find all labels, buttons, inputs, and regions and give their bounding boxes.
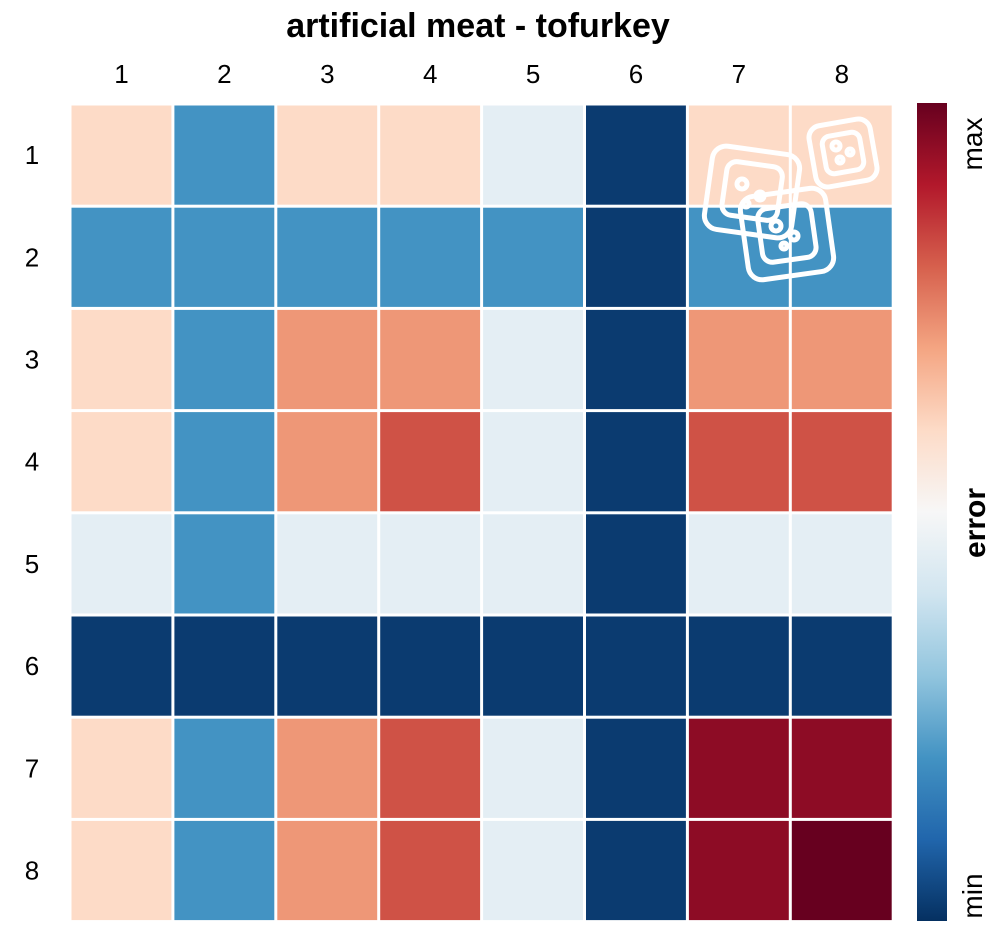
heatmap-cell-r4-c6 [586, 412, 686, 512]
heatmap-cell-r2-c4 [380, 207, 481, 307]
heatmap-cell-r4-c5 [483, 412, 583, 512]
y-tick-label: 4 [25, 447, 39, 477]
heatmap-cell-r6-c1 [71, 616, 172, 716]
y-tick-label: 3 [25, 345, 39, 375]
y-tick-label: 8 [25, 856, 39, 886]
heatmap-cells [71, 105, 892, 921]
heatmap-cell-r3-c6 [586, 309, 686, 410]
heatmap-cell-r5-c2 [174, 514, 275, 614]
tofu-cubes-icon [701, 116, 880, 283]
y-tick-label: 7 [25, 753, 39, 783]
y-tick-label: 6 [25, 651, 39, 681]
heatmap-cell-r8-c2 [174, 820, 275, 921]
heatmap-cell-r1-c5 [483, 105, 583, 205]
heatmap-cell-r7-c3 [277, 718, 378, 818]
colorbar-gradient [917, 103, 947, 921]
x-tick-label: 3 [320, 59, 334, 89]
colorbar-min-label: min [957, 873, 988, 918]
heatmap-cell-r2-c5 [483, 207, 583, 307]
heatmap-cell-r3-c4 [380, 309, 481, 410]
heatmap-cell-r4-c4 [380, 412, 481, 512]
heatmap-cell-r4-c8 [791, 412, 892, 512]
heatmap-cell-r5-c5 [483, 514, 583, 614]
heatmap-cell-r1-c1 [71, 105, 172, 205]
y-tick-labels: 1 2 3 4 5 6 7 8 [25, 140, 39, 885]
heatmap-cell-r5-c8 [791, 514, 892, 614]
heatmap-cell-r8-c5 [483, 820, 583, 921]
heatmap-cell-r5-c3 [277, 514, 378, 614]
heatmap-cell-r8-c1 [71, 820, 172, 921]
heatmap-cell-r4-c3 [277, 412, 378, 512]
x-tick-label: 8 [835, 59, 849, 89]
heatmap-cell-r3-c7 [688, 309, 789, 410]
heatmap-cell-r2-c2 [174, 207, 275, 307]
heatmap-cell-r2-c3 [277, 207, 378, 307]
heatmap-cell-r5-c1 [71, 514, 172, 614]
heatmap-cell-r8-c6 [586, 820, 686, 921]
x-tick-label: 6 [629, 59, 643, 89]
heatmap-cell-r3-c1 [71, 309, 172, 410]
heatmap-cell-r4-c7 [688, 412, 789, 512]
heatmap-cell-r6-c8 [791, 616, 892, 716]
heatmap-cell-r6-c3 [277, 616, 378, 716]
x-tick-label: 5 [526, 59, 540, 89]
heatmap-cell-r2-c6 [586, 207, 686, 307]
heatmap-cell-r7-c4 [380, 718, 481, 818]
y-tick-label: 1 [25, 140, 39, 170]
heatmap-cell-r8-c8 [791, 820, 892, 921]
heatmap-cell-r8-c3 [277, 820, 378, 921]
y-tick-label: 5 [25, 549, 39, 579]
heatmap-cell-r3-c5 [483, 309, 583, 410]
heatmap-cell-r6-c2 [174, 616, 275, 716]
heatmap-cell-r8-c7 [688, 820, 789, 921]
heatmap-cell-r7-c8 [791, 718, 892, 818]
heatmap-cell-r3-c3 [277, 309, 378, 410]
colorbar: min max error [917, 103, 992, 921]
colorbar-max-label: max [957, 118, 988, 171]
heatmap-cell-r1-c6 [586, 105, 686, 205]
heatmap-cell-r2-c1 [71, 207, 172, 307]
heatmap-cell-r5-c7 [688, 514, 789, 614]
heatmap-cell-r4-c2 [174, 412, 275, 512]
x-tick-label: 2 [217, 59, 231, 89]
x-tick-labels: 1 2 3 4 5 6 7 8 [114, 59, 849, 89]
heatmap-cell-r7-c5 [483, 718, 583, 818]
x-tick-label: 4 [423, 59, 437, 89]
heatmap-cell-r6-c7 [688, 616, 789, 716]
heatmap-cell-r6-c6 [586, 616, 686, 716]
heatmap-cell-r5-c4 [380, 514, 481, 614]
x-tick-label: 1 [114, 59, 128, 89]
heatmap-cell-r3-c8 [791, 309, 892, 410]
heatmap-cell-r6-c5 [483, 616, 583, 716]
heatmap-cell-r4-c1 [71, 412, 172, 512]
colorbar-title: error [959, 488, 992, 558]
heatmap-cell-r1-c4 [380, 105, 481, 205]
heatmap-cell-r8-c4 [380, 820, 481, 921]
y-tick-label: 2 [25, 242, 39, 272]
heatmap-cell-r7-c2 [174, 718, 275, 818]
heatmap-cell-r5-c6 [586, 514, 686, 614]
heatmap-cell-r1-c2 [174, 105, 275, 205]
x-tick-label: 7 [732, 59, 746, 89]
chart-title: artificial meat - tofurkey [286, 7, 670, 45]
heatmap-cell-r7-c1 [71, 718, 172, 818]
heatmap-cell-r1-c3 [277, 105, 378, 205]
heatmap-cell-r7-c7 [688, 718, 789, 818]
heatmap-cell-r3-c2 [174, 309, 275, 410]
heatmap-cell-r6-c4 [380, 616, 481, 716]
heatmap-cell-r7-c6 [586, 718, 686, 818]
